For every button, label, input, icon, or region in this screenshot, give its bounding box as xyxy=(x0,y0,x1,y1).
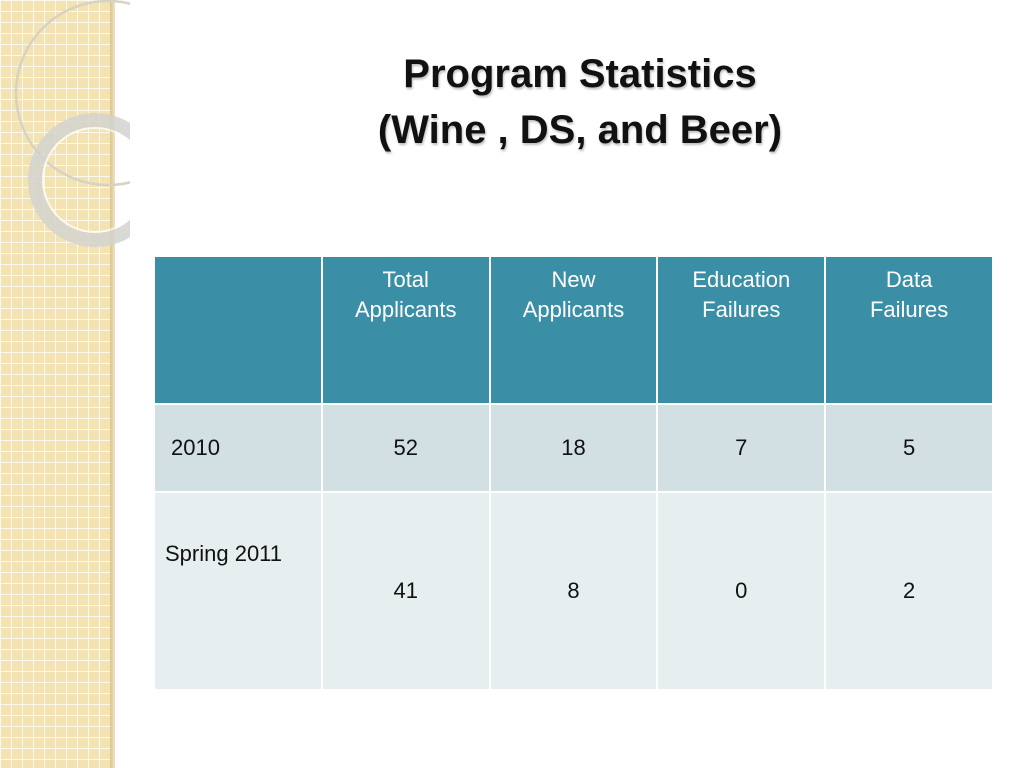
table-cell: 0 xyxy=(656,491,827,691)
header-text: Data xyxy=(885,267,933,292)
title-line-2: (Wine , DS, and Beer) xyxy=(377,108,783,152)
slide-title: Program Statistics (Wine , DS, and Beer) xyxy=(180,46,980,158)
row-label: 2010 xyxy=(153,403,323,493)
table-cell: 5 xyxy=(824,403,994,493)
header-cell-new-applicants: New Applicants xyxy=(488,255,659,405)
table-cell: 41 xyxy=(320,491,491,691)
title-line-1: Program Statistics xyxy=(403,52,757,96)
header-text: Total xyxy=(382,267,429,292)
table-header-row: Total Applicants New Applicants Educatio… xyxy=(153,255,994,405)
header-text: Applicants xyxy=(522,297,625,322)
header-text: Applicants xyxy=(354,297,457,322)
table-row: Spring 2011 41 8 0 2 xyxy=(153,491,994,691)
row-label: Spring 2011 xyxy=(153,491,323,691)
table-cell: 7 xyxy=(656,403,827,493)
decorative-ring-highlight xyxy=(42,127,130,233)
header-cell-total-applicants: Total Applicants xyxy=(320,255,491,405)
header-cell-data-failures: Data Failures xyxy=(824,255,994,405)
statistics-table: Total Applicants New Applicants Educatio… xyxy=(153,255,994,691)
decorative-ring-large xyxy=(14,0,130,187)
header-text: Failures xyxy=(702,297,781,322)
decorative-rings xyxy=(14,0,130,247)
table-cell: 8 xyxy=(488,491,659,691)
decorative-ring-thick xyxy=(28,113,130,247)
header-text: Education xyxy=(692,267,791,292)
side-strip-edge xyxy=(110,0,115,768)
table-row: 2010 52 18 7 5 xyxy=(153,403,994,493)
table-cell: 2 xyxy=(824,491,994,691)
header-text: New xyxy=(551,267,596,292)
header-cell-empty xyxy=(153,255,323,405)
header-text: Failures xyxy=(869,297,949,322)
table-cell: 18 xyxy=(488,403,659,493)
table-cell: 52 xyxy=(320,403,491,493)
header-cell-education-failures: Education Failures xyxy=(656,255,827,405)
